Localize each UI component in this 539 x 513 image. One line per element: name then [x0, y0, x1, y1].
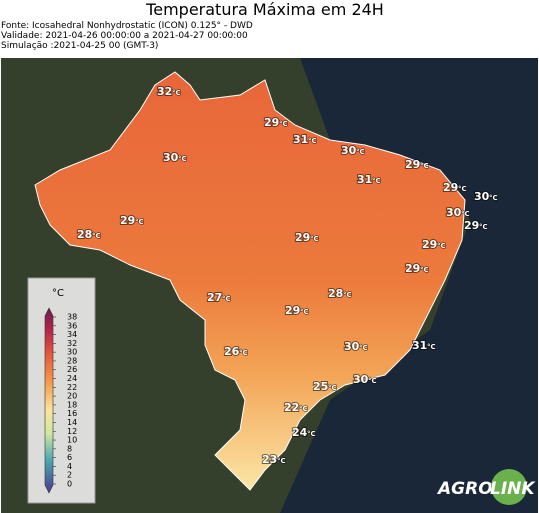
temp-label: 32 — [157, 85, 172, 98]
temp-unit: °C — [372, 177, 381, 185]
temp-unit: °C — [300, 308, 309, 316]
colorbar-tick-label: 30 — [67, 348, 77, 357]
colorbar-tick-label: 36 — [67, 321, 77, 330]
temp-unit: °C — [172, 89, 181, 97]
title: Temperatura Máxima em 24H — [145, 0, 384, 19]
temp-label: 29 — [422, 238, 437, 251]
temp-label: 28 — [328, 287, 343, 300]
temp-label: 30 — [446, 206, 462, 219]
temp-unit: °C — [427, 343, 436, 351]
temp-unit: °C — [368, 377, 377, 385]
temp-label: 24 — [292, 426, 308, 439]
colorbar — [44, 307, 54, 494]
logo-circle — [491, 469, 527, 505]
temp-unit: °C — [461, 210, 470, 218]
temp-label: 31 — [412, 339, 427, 352]
temp-label: 30 — [474, 190, 490, 203]
temp-unit: °C — [299, 405, 308, 413]
colorbar-tick-label: 12 — [67, 427, 77, 436]
colorbar-tick-label: 14 — [67, 418, 77, 427]
temp-label: 29 — [464, 219, 479, 232]
temp-unit: °C — [479, 223, 488, 231]
temp-unit: °C — [356, 148, 365, 156]
temp-label: 26 — [224, 345, 240, 358]
temp-unit: °C — [307, 430, 316, 438]
temp-unit: °C — [239, 349, 248, 357]
logo-left: AGRO — [436, 479, 493, 499]
colorbar-tick-label: 22 — [67, 383, 77, 392]
colorbar-tick-label: 26 — [67, 365, 77, 374]
brazil — [34, 71, 466, 491]
temp-unit: °C — [135, 218, 144, 226]
temp-unit: °C — [310, 235, 319, 243]
temp-unit: °C — [178, 155, 187, 163]
logo-right: LINK — [490, 479, 536, 499]
colorbar-tick-label: 24 — [67, 374, 77, 383]
temp-unit: °C — [420, 162, 429, 170]
temp-label: 31 — [357, 173, 372, 186]
temp-label: 28 — [77, 228, 92, 241]
simulation: Simulação :2021-04-25 00 (GMT-3) — [1, 41, 158, 51]
temp-label: 29 — [405, 158, 420, 171]
temp-label: 29 — [405, 262, 420, 275]
temp-label: 31 — [293, 133, 308, 146]
temp-label: 30 — [341, 144, 357, 157]
temp-label: 29 — [295, 231, 310, 244]
temp-unit: °C — [420, 266, 429, 274]
colorbar-tick-label: 38 — [67, 313, 77, 322]
validity: Validade: 2021-04-26 00:00:00 a 2021-04-… — [1, 31, 248, 41]
colorbar-tick-label: 16 — [67, 409, 77, 418]
temp-label: 29 — [443, 181, 458, 194]
temp-unit: °C — [277, 457, 286, 465]
temp-unit: °C — [279, 120, 288, 128]
temp-unit: °C — [92, 232, 101, 240]
temp-unit: °C — [359, 344, 368, 352]
temp-label: 29 — [264, 116, 279, 129]
temp-label: 22 — [284, 401, 299, 414]
colorbar-tick-label: 0 — [67, 480, 72, 489]
colorbar-tick-label: 2 — [67, 471, 72, 480]
colorbar-tick-label: 6 — [67, 453, 72, 462]
temp-label: 23 — [262, 453, 277, 466]
temp-label: 30 — [163, 151, 179, 164]
colorbar-tick-label: 8 — [67, 444, 72, 453]
temp-unit: °C — [343, 291, 352, 299]
temp-label: 25 — [313, 380, 328, 393]
temp-label: 30 — [344, 340, 360, 353]
temp-unit: °C — [489, 194, 498, 202]
temp-unit: °C — [328, 384, 337, 392]
colorbar-tick-label: 10 — [67, 436, 77, 445]
temp-unit: °C — [437, 242, 446, 250]
temp-label: 30 — [353, 373, 369, 386]
colorbar-tick-label: 20 — [67, 392, 77, 401]
colorbar-tick-label: 18 — [67, 400, 77, 409]
temp-label: 29 — [285, 304, 300, 317]
temp-unit: °C — [222, 295, 231, 303]
temp-label: 29 — [120, 214, 135, 227]
logo: AGRO LINK — [436, 469, 536, 505]
colorbar-tick-label: 4 — [67, 462, 72, 471]
temp-unit: °C — [308, 137, 317, 145]
colorbar-unit: °C — [52, 288, 64, 299]
temp-label: 27 — [207, 291, 222, 304]
colorbar-tick-label: 32 — [67, 339, 77, 348]
colorbar-box — [27, 277, 96, 504]
colorbar-tick-label: 28 — [67, 356, 77, 365]
temp-unit: °C — [458, 185, 467, 193]
source: Fonte: Icosahedral Nonhydrostatic (ICON)… — [1, 21, 253, 31]
colorbar-tick-label: 34 — [67, 330, 77, 339]
